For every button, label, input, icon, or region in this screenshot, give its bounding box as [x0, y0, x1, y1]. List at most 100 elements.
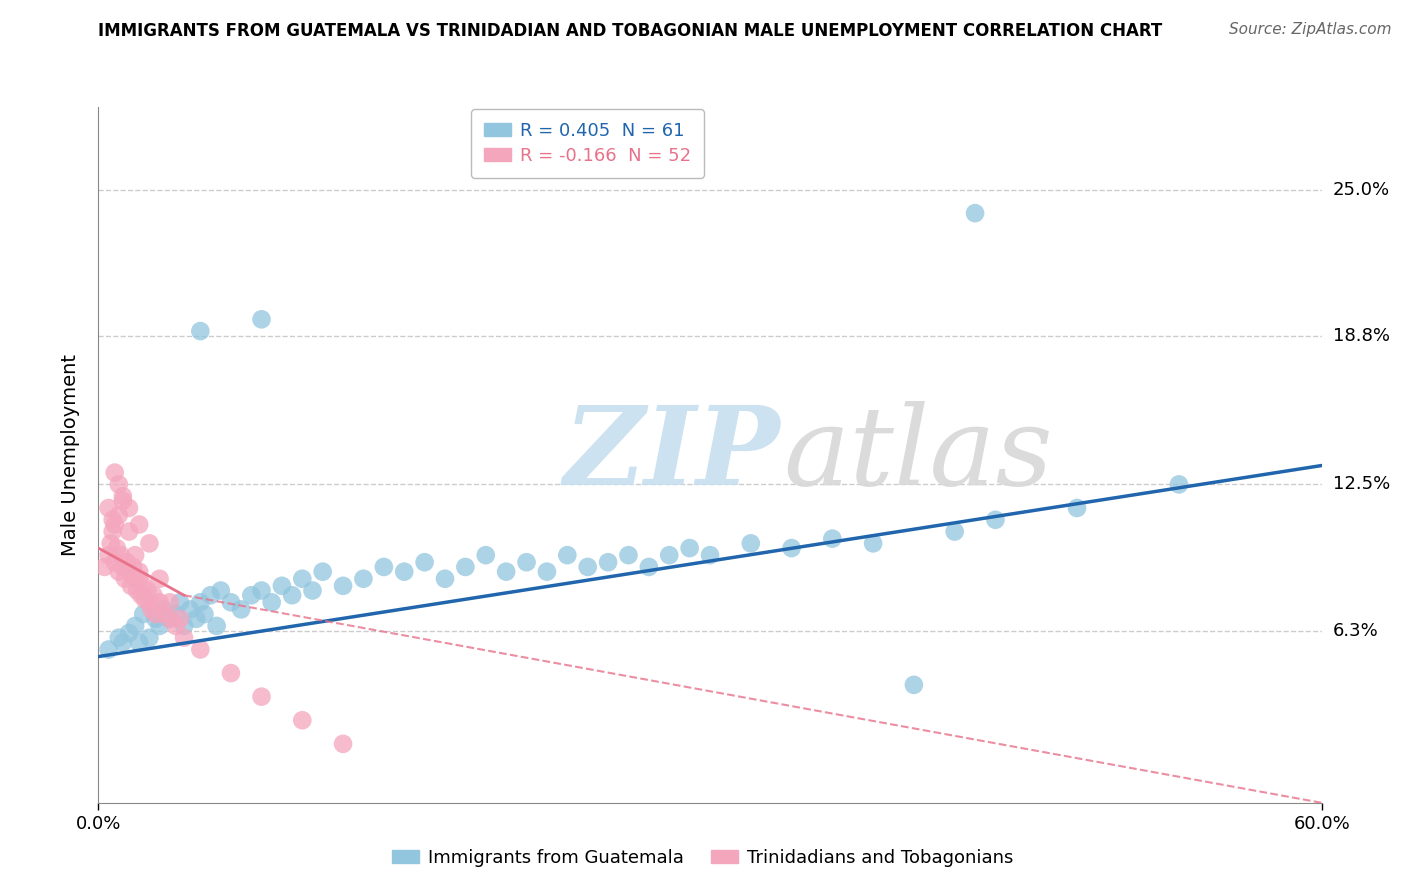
Point	[97, 500, 120, 515]
Point	[1167, 477, 1189, 491]
Point	[108, 565, 131, 579]
Point	[219, 595, 242, 609]
Point	[219, 666, 242, 681]
Point	[576, 560, 599, 574]
Point	[111, 489, 134, 503]
Point	[132, 607, 155, 621]
Point	[780, 541, 803, 555]
Point	[97, 642, 120, 657]
Point	[740, 536, 762, 550]
Point	[291, 572, 314, 586]
Point	[115, 555, 138, 569]
Point	[149, 572, 172, 586]
Point	[169, 595, 191, 609]
Point	[105, 541, 128, 555]
Point	[149, 619, 172, 633]
Point	[965, 206, 987, 220]
Point	[159, 595, 181, 609]
Point	[200, 588, 222, 602]
Legend: R = 0.405  N = 61, R = -0.166  N = 52: R = 0.405 N = 61, R = -0.166 N = 52	[471, 109, 704, 178]
Point	[903, 678, 925, 692]
Point	[159, 612, 181, 626]
Point	[598, 555, 620, 569]
Point	[134, 593, 156, 607]
Point	[101, 513, 124, 527]
Point	[637, 560, 661, 574]
Point	[260, 595, 283, 609]
Point	[124, 548, 146, 562]
Point	[193, 607, 215, 621]
Point	[474, 548, 498, 562]
Point	[821, 532, 844, 546]
Point	[943, 524, 966, 539]
Point	[108, 508, 131, 522]
Point	[332, 579, 354, 593]
Text: 18.8%: 18.8%	[1333, 326, 1389, 345]
Point	[186, 612, 208, 626]
Point	[173, 631, 195, 645]
Point	[138, 595, 160, 609]
Point	[138, 536, 160, 550]
Point	[495, 565, 517, 579]
Point	[129, 588, 152, 602]
Text: atlas: atlas	[783, 401, 1053, 508]
Point	[110, 548, 132, 562]
Point	[179, 602, 201, 616]
Point	[555, 548, 579, 562]
Point	[124, 619, 146, 633]
Text: ZIP: ZIP	[564, 401, 780, 508]
Point	[122, 560, 145, 574]
Point	[104, 555, 127, 569]
Point	[240, 588, 263, 602]
Point	[118, 524, 141, 539]
Point	[141, 602, 163, 616]
Point	[1066, 500, 1088, 515]
Point	[111, 635, 134, 649]
Point	[209, 583, 232, 598]
Point	[165, 619, 187, 633]
Point	[128, 635, 150, 649]
Point	[128, 565, 150, 579]
Point	[120, 579, 142, 593]
Point	[165, 607, 187, 621]
Point	[658, 548, 681, 562]
Point	[118, 565, 141, 579]
Point	[111, 494, 134, 508]
Legend: Immigrants from Guatemala, Trinidadians and Tobagonians: Immigrants from Guatemala, Trinidadians …	[385, 842, 1021, 874]
Text: 25.0%: 25.0%	[1333, 180, 1391, 199]
Point	[149, 595, 172, 609]
Point	[108, 477, 131, 491]
Text: Source: ZipAtlas.com: Source: ZipAtlas.com	[1229, 22, 1392, 37]
Point	[281, 588, 304, 602]
Point	[332, 737, 354, 751]
Point	[114, 572, 136, 586]
Point	[104, 466, 127, 480]
Point	[108, 631, 131, 645]
Point	[231, 602, 253, 616]
Y-axis label: Male Unemployment: Male Unemployment	[60, 354, 80, 556]
Point	[679, 541, 702, 555]
Point	[250, 583, 273, 598]
Point	[159, 612, 181, 626]
Point	[127, 583, 149, 598]
Point	[699, 548, 721, 562]
Point	[173, 619, 195, 633]
Point	[124, 572, 146, 586]
Point	[145, 612, 167, 626]
Point	[132, 579, 155, 593]
Point	[118, 626, 141, 640]
Point	[118, 500, 141, 515]
Text: 6.3%: 6.3%	[1333, 622, 1378, 640]
Text: IMMIGRANTS FROM GUATEMALA VS TRINIDADIAN AND TOBAGONIAN MALE UNEMPLOYMENT CORREL: IMMIGRANTS FROM GUATEMALA VS TRINIDADIAN…	[98, 22, 1163, 40]
Point	[188, 595, 212, 609]
Point	[188, 642, 212, 657]
Point	[250, 690, 273, 704]
Point	[136, 583, 159, 598]
Point	[111, 560, 134, 574]
Point	[413, 555, 436, 569]
Point	[169, 612, 191, 626]
Point	[617, 548, 640, 562]
Point	[250, 312, 273, 326]
Point	[188, 324, 212, 338]
Point	[373, 560, 395, 574]
